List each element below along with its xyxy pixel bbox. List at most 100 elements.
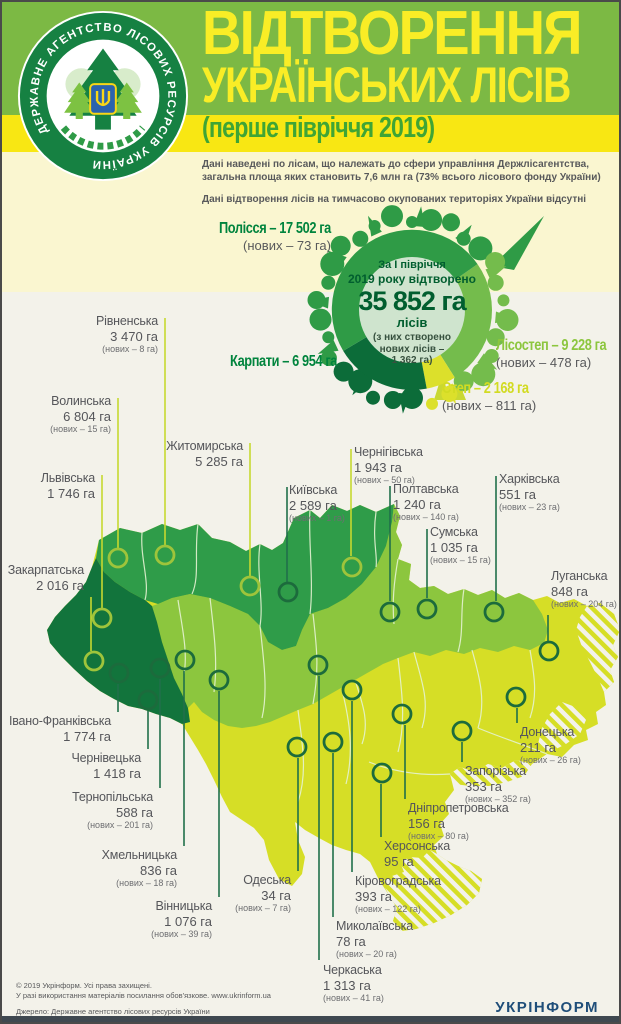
region-name: Волинська [51, 394, 111, 408]
region-marker-ring [451, 720, 473, 742]
region-marker-ring [91, 607, 113, 629]
zone-label-step: Степ – 2 168 га (нових – 811 га) [442, 380, 537, 413]
region-name: Черкаська [323, 963, 382, 977]
region-area: 3 470 га [110, 329, 158, 344]
region-marker-ring [371, 762, 393, 784]
tree-canopy [330, 235, 351, 256]
region-marker-ring [137, 689, 159, 711]
region-name: Тернопільська [72, 790, 153, 804]
region-new: (нових – 1 га) [289, 513, 345, 523]
region-area: 78 га [336, 934, 366, 949]
region-area: 1 076 га [164, 914, 212, 929]
region-label: Волинська 6 804 га (нових – 15 га) [50, 394, 111, 435]
region-marker-ring [107, 547, 129, 569]
page-title: ВІДТВОРЕННЯ УКРАЇНСЬКИХ ЛІСІВ (перше пів… [202, 3, 619, 144]
ukrinform-logo: УКРІНФОРМ [495, 999, 599, 1016]
tree-canopy [333, 361, 354, 382]
tree-canopy [322, 331, 335, 344]
tree-spike [398, 393, 411, 414]
region-new: (нових – 201 га) [87, 820, 153, 830]
tree-canopy [366, 390, 380, 405]
intro-text: Дані наведені по лісам, що належать до с… [202, 158, 617, 206]
region-marker-ring [341, 679, 363, 701]
region-new: (нових – 15 га) [430, 555, 491, 565]
tree-spike [308, 296, 329, 309]
center-unit: лісів [396, 315, 428, 330]
region-name: Львівська [40, 471, 95, 485]
footer-source: Джерело: Державне агентство лісових ресу… [16, 1007, 210, 1016]
footer-usage: У разі використання матеріалів посилання… [16, 991, 271, 1000]
region-label: Сумська 1 035 га (нових – 15 га) [430, 525, 491, 566]
region-label: Черкаська 1 313 га (нових – 41 га) [323, 963, 384, 1004]
tree-canopy [426, 397, 438, 410]
region-marker-ring [154, 544, 176, 566]
tree-spike [368, 215, 382, 237]
region-area: 2 589 га [289, 498, 337, 513]
region-marker-ring [322, 731, 344, 753]
region-area: 1 313 га [323, 978, 371, 993]
region-name: Рівненська [96, 314, 158, 328]
region-new: (нових – 50 га) [354, 475, 415, 485]
tree-canopy [320, 350, 337, 366]
tree-canopy [468, 236, 493, 261]
tree-canopy [471, 362, 496, 387]
tree-canopy [486, 328, 505, 347]
tree-canopy [352, 230, 369, 247]
region-area: 588 га [116, 805, 153, 820]
region-marker-ring [379, 601, 401, 623]
region-name: Чернівецька [71, 751, 141, 765]
forest-circle-chart [307, 205, 519, 414]
region-new: (нових – 23 га) [499, 502, 560, 512]
region-name: Чернігівська [354, 445, 423, 459]
tree-spike [326, 250, 347, 267]
region-name: Херсонська [384, 839, 450, 853]
logo-fir-tree-light [111, 82, 142, 120]
region-label: Чернігівська 1 943 га (нових – 50 га) [354, 445, 423, 486]
region-area: 2 016 га [36, 578, 84, 593]
region-marker-ring [483, 601, 505, 623]
map-polissia-zone [96, 504, 394, 650]
tree-canopy [381, 205, 403, 228]
tree-spike [455, 224, 472, 245]
region-label: Чернівецька 1 418 га [71, 751, 141, 781]
region-label: Тернопільська 588 га (нових – 201 га) [72, 790, 153, 831]
chart-center-text: За І півріччя 2019 року відтворено 35 85… [347, 259, 477, 367]
logo-laurel-wreath [60, 125, 146, 150]
region-name: Луганська [551, 569, 608, 583]
region-label: Київська 2 589 га (нових – 1 га) [289, 483, 345, 524]
region-new: (нових – 26 га) [520, 755, 581, 765]
region-name: Харківська [499, 472, 560, 486]
region-label: Рівненська 3 470 га (нових – 8 га) [96, 314, 158, 355]
region-name: Івано-Франківська [8, 714, 111, 728]
region-label: Львівська 1 746 га [41, 471, 95, 501]
region-name: Кіровоградська [355, 874, 441, 888]
region-name: Сумська [430, 525, 478, 539]
tree-canopy [321, 275, 336, 290]
region-area: 1 240 га [393, 497, 441, 512]
region-label: Харківська 551 га (нових – 23 га) [499, 472, 560, 513]
region-new: (нових – 140 га) [393, 512, 459, 522]
region-label: Луганська 848 га (нових – 204 га) [551, 569, 617, 610]
region-label: Хмельницька 836 га (нових – 18 га) [102, 848, 178, 889]
center-line1: За І півріччя [378, 259, 446, 271]
tree-canopy [453, 371, 474, 392]
region-label: Запорізька 353 га (нових – 352 га) [465, 764, 531, 805]
region-area: 1 746 га [47, 486, 95, 501]
region-area: 1 774 га [63, 729, 111, 744]
tree-spike [317, 340, 339, 354]
logo-fir-tree-light [64, 82, 95, 120]
region-area: 5 285 га [195, 454, 243, 469]
region-new: (нових – 7 га) [235, 903, 291, 913]
region-label: Донецька 211 га (нових – 26 га) [520, 725, 581, 766]
region-marker-ring [239, 575, 261, 597]
region-name: Миколаївська [336, 919, 413, 933]
region-new: (нових – 18 га) [116, 878, 177, 888]
tree-canopy [442, 213, 460, 232]
region-label: Кіровоградська 393 га (нових – 122 га) [355, 874, 441, 915]
region-label: Закарпатська 2 016 га [8, 563, 84, 593]
intro-line2: загальна площа яких становить 7,6 млн га… [202, 172, 601, 183]
tree-ring [307, 205, 519, 414]
luhansk-east-hatched [576, 603, 619, 692]
region-label: Миколаївська 78 га (нових – 20 га) [336, 919, 413, 960]
tree-spike [477, 353, 498, 370]
